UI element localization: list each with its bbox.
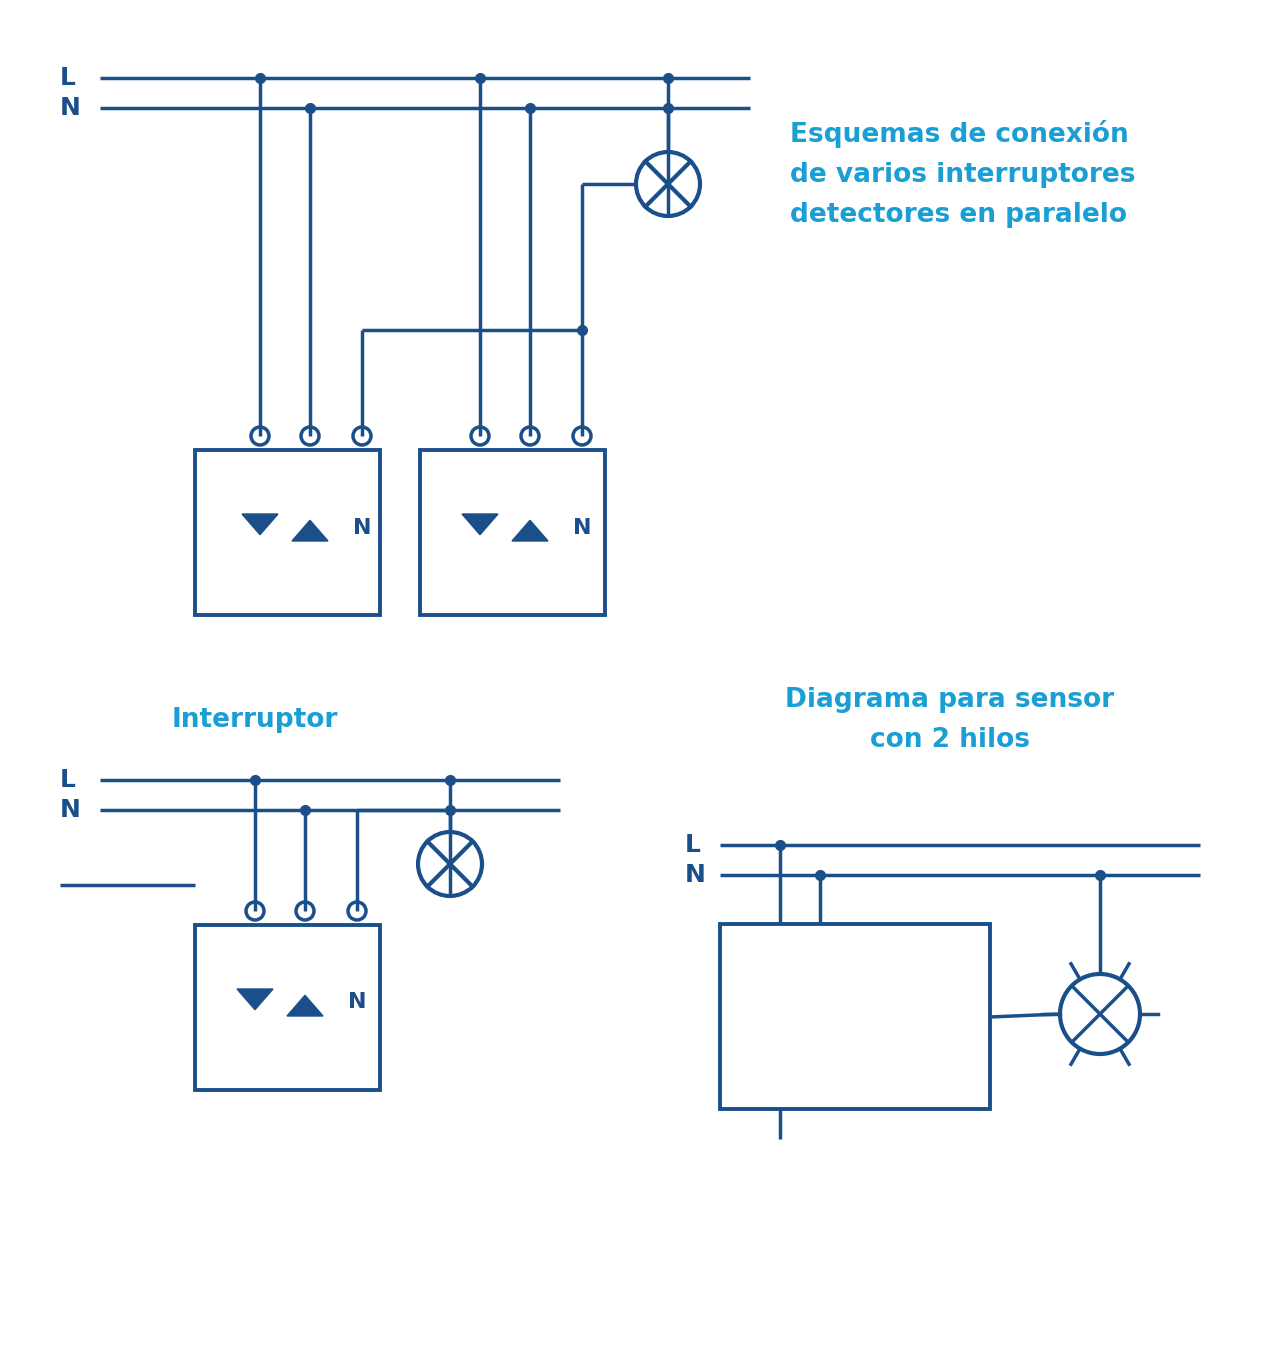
Text: Diagrama para sensor
con 2 hilos: Diagrama para sensor con 2 hilos [786,687,1115,753]
Polygon shape [512,520,549,542]
Text: L: L [61,65,76,90]
Text: N: N [572,517,591,537]
Text: N: N [353,517,371,537]
Polygon shape [288,996,323,1016]
Polygon shape [237,989,272,1009]
Polygon shape [293,520,328,542]
Text: N: N [348,993,366,1012]
Text: L: L [685,833,701,857]
Text: Interruptor: Interruptor [171,707,338,732]
Bar [195,925,380,1090]
Polygon shape [462,514,498,535]
Text: N: N [61,798,81,822]
Bar [420,450,605,615]
Bar [720,923,990,1109]
Polygon shape [242,514,277,535]
Text: Esquemas de conexión
de varios interruptores
detectores en paralelo: Esquemas de conexión de varios interrupt… [789,120,1135,228]
Text: L: L [61,768,76,792]
Text: N: N [685,863,706,887]
Text: N: N [61,95,81,120]
Bar [195,450,380,615]
